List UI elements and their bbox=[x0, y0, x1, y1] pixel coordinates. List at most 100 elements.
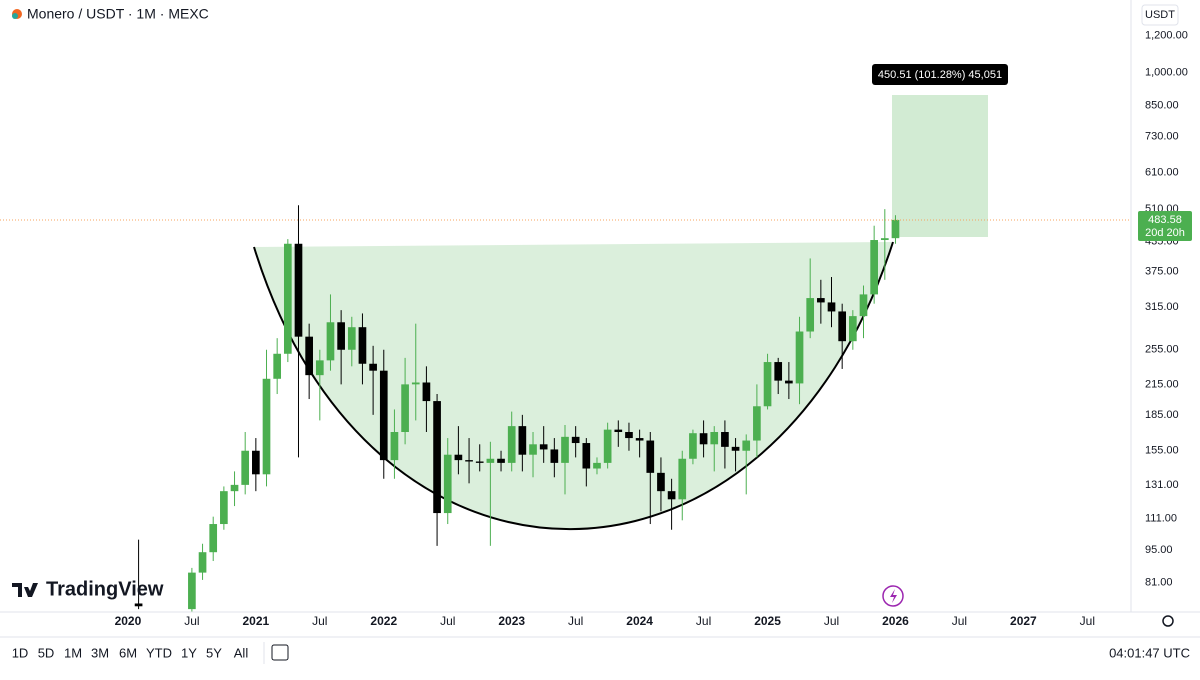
candle-body bbox=[848, 316, 857, 342]
x-tick-label: 2020 bbox=[115, 614, 142, 628]
candle-body bbox=[870, 240, 878, 295]
range-button[interactable]: 1M bbox=[64, 645, 82, 660]
candle-body bbox=[614, 429, 623, 433]
candle-body bbox=[689, 433, 697, 459]
candle-body bbox=[443, 454, 452, 514]
candle-body bbox=[209, 524, 218, 553]
y-tick-label: 131.00 bbox=[1145, 479, 1179, 491]
chart-title: Monero / USDT · 1M · MEXC bbox=[27, 6, 209, 22]
x-tick-label: Jul bbox=[824, 614, 839, 628]
annotation: 450.51 (101.28%) 45,051 bbox=[878, 69, 1002, 81]
candle-body bbox=[635, 438, 644, 441]
candle-body bbox=[806, 298, 815, 332]
candle-body bbox=[699, 433, 708, 445]
target-box bbox=[892, 95, 988, 237]
candle-body bbox=[422, 382, 431, 402]
candle-body bbox=[880, 238, 889, 241]
y-tick-label: 185.00 bbox=[1145, 409, 1179, 421]
drawings bbox=[253, 95, 988, 530]
candle-body bbox=[795, 331, 804, 384]
x-tick-label: Jul bbox=[952, 614, 967, 628]
y-tick-label: 215.00 bbox=[1145, 378, 1179, 390]
range-button[interactable]: 5D bbox=[38, 645, 55, 660]
y-tick-label: 730.00 bbox=[1145, 130, 1179, 142]
candle-body bbox=[198, 552, 207, 573]
range-button[interactable]: All bbox=[234, 645, 249, 660]
candle-body bbox=[486, 458, 495, 463]
candle-body bbox=[273, 353, 282, 379]
candle-body bbox=[827, 302, 836, 312]
date-range-icon[interactable] bbox=[271, 644, 289, 661]
candle-body bbox=[454, 454, 463, 461]
cup-fill bbox=[254, 242, 893, 530]
countdown: 20d 20h bbox=[1145, 227, 1185, 239]
y-tick-label: 95.00 bbox=[1145, 544, 1173, 556]
candle-body bbox=[561, 436, 569, 463]
candle-body bbox=[721, 432, 729, 447]
y-tick-label: 315.00 bbox=[1145, 301, 1179, 313]
y-tick-label: 155.00 bbox=[1145, 445, 1179, 457]
range-button[interactable]: 6M bbox=[119, 645, 137, 660]
candle-body bbox=[315, 360, 324, 376]
y-tick-label: 111.00 bbox=[1145, 512, 1177, 524]
y-tick-label: 1,200.00 bbox=[1145, 29, 1188, 41]
candle-body bbox=[859, 294, 868, 317]
candle-body bbox=[731, 446, 740, 451]
y-tick-label: 81.00 bbox=[1145, 576, 1173, 588]
candle-body bbox=[358, 327, 367, 364]
candle-body bbox=[646, 440, 655, 473]
candle-body bbox=[667, 491, 676, 500]
event-icon[interactable] bbox=[882, 585, 904, 607]
candle-body bbox=[550, 449, 559, 463]
candle-body bbox=[678, 458, 687, 500]
candle-body bbox=[518, 426, 527, 455]
candle-body bbox=[593, 462, 601, 469]
x-tick-label: Jul bbox=[1080, 614, 1095, 628]
cup-curve bbox=[253, 241, 894, 530]
candle-body bbox=[433, 401, 441, 514]
price-label-box bbox=[1138, 210, 1192, 241]
range-button[interactable]: 5Y bbox=[206, 645, 222, 660]
settings-icon[interactable] bbox=[1162, 615, 1174, 627]
range-button[interactable]: YTD bbox=[146, 645, 172, 660]
candle-body bbox=[838, 311, 847, 342]
candle-body bbox=[817, 298, 825, 303]
candle-body bbox=[753, 406, 761, 441]
candle-body bbox=[188, 572, 196, 610]
x-tick-label: 2022 bbox=[370, 614, 397, 628]
candle-body bbox=[337, 322, 345, 350]
range-button[interactable]: 3M bbox=[91, 645, 109, 660]
candle-body bbox=[262, 378, 271, 475]
x-tick-label: 2024 bbox=[626, 614, 653, 628]
candle-body bbox=[390, 432, 399, 461]
range-button[interactable]: 1D bbox=[12, 645, 29, 660]
candle-body bbox=[763, 362, 772, 407]
candle-body bbox=[710, 432, 719, 445]
candle-body bbox=[625, 432, 633, 439]
candle-body bbox=[379, 370, 388, 461]
currency-box[interactable] bbox=[1141, 4, 1179, 26]
watermark-logo bbox=[12, 583, 38, 597]
candle-body bbox=[539, 444, 548, 450]
candle-body bbox=[401, 384, 409, 433]
x-tick-label: Jul bbox=[312, 614, 327, 628]
candle-body bbox=[220, 491, 228, 525]
range-button[interactable]: 1Y bbox=[181, 645, 197, 660]
candle-body bbox=[657, 472, 665, 492]
x-tick-label: 2021 bbox=[242, 614, 269, 628]
candle-body bbox=[582, 443, 591, 469]
x-tick-label: 2026 bbox=[882, 614, 909, 628]
candle-body bbox=[369, 363, 377, 371]
y-tick-label: 1,000.00 bbox=[1145, 66, 1188, 78]
y-tick-label: 610.00 bbox=[1145, 167, 1179, 179]
annotation-box bbox=[872, 64, 1008, 85]
candle-body bbox=[742, 440, 751, 451]
candles bbox=[134, 205, 900, 612]
candle-body bbox=[134, 603, 143, 607]
event-icon bbox=[890, 589, 897, 603]
candle-body bbox=[283, 243, 292, 354]
currency-label[interactable]: USDT bbox=[1145, 9, 1175, 21]
candle-body bbox=[326, 322, 335, 361]
candle-body bbox=[603, 429, 612, 463]
